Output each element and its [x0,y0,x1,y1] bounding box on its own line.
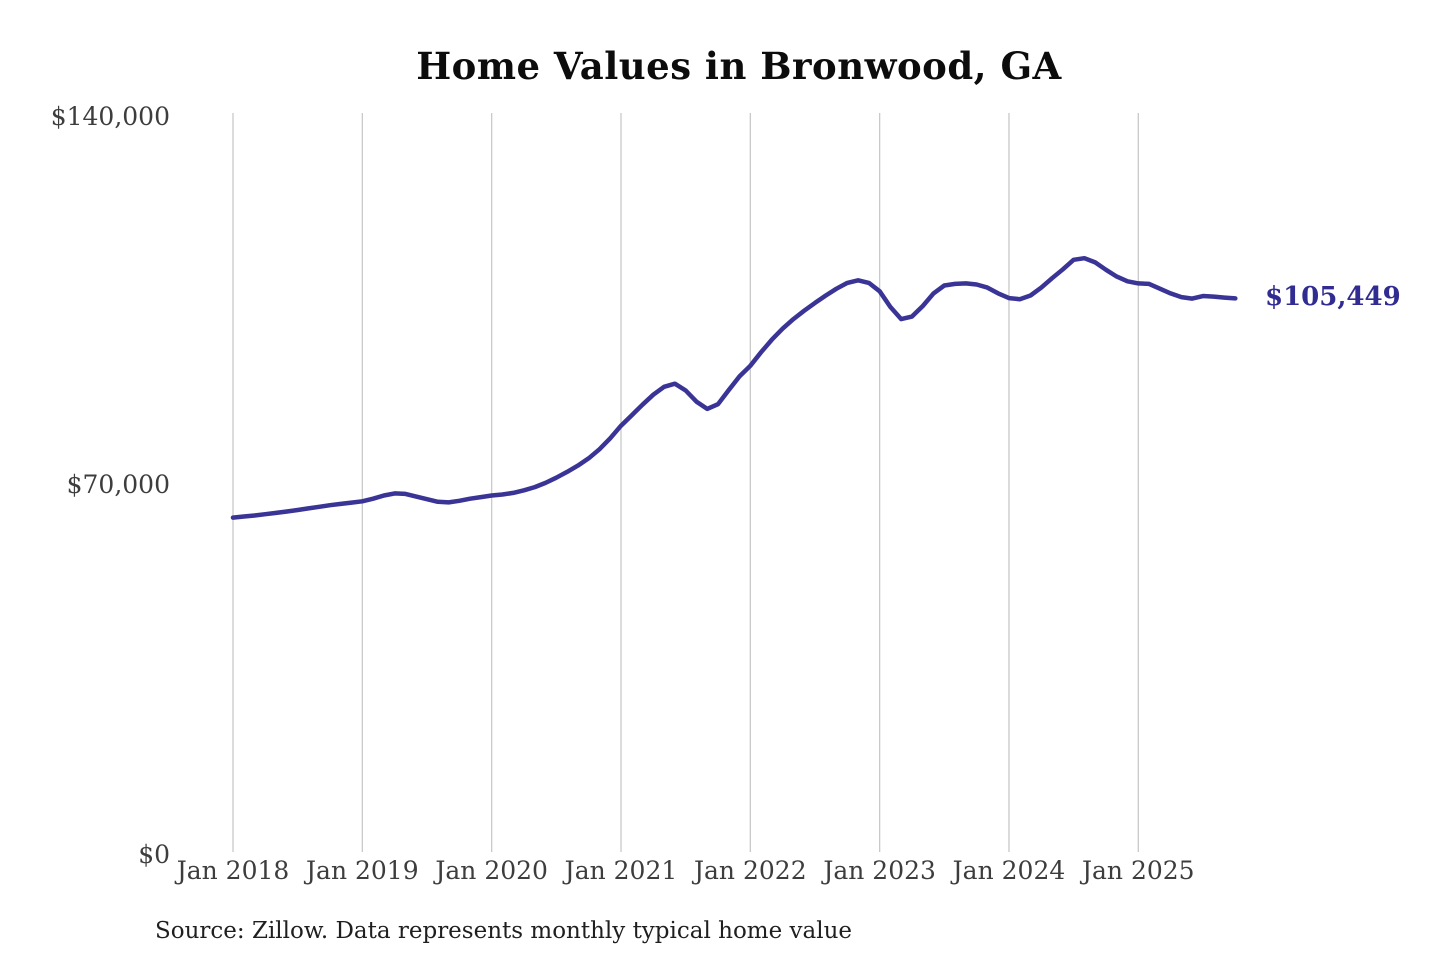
home-value-line-series [230,255,1238,520]
x-axis-tick-label-jan-2025: Jan 2025 [1081,856,1195,885]
x-axis-tick-label-jan-2018: Jan 2018 [176,856,290,885]
x-axis-tick-label-jan-2020: Jan 2020 [435,856,548,885]
x-axis-tick-label-jan-2019: Jan 2019 [306,856,419,885]
y-axis-tick-label-140000: $140,000 [50,102,170,131]
x-axis-tick-label-jan-2024: Jan 2024 [952,856,1066,885]
source-note: Source: Zillow. Data represents monthly … [155,918,853,944]
y-axis-tick-label-70000: $70,000 [66,470,170,499]
x-axis-tick-label-jan-2022: Jan 2022 [694,856,807,885]
y-axis-tick-label-0: $0 [138,840,170,869]
latest-value-label: $105,449 [1265,282,1401,313]
chart-title: Home Values in Bronwood, GA [416,44,1062,88]
x-axis-tick-label-jan-2023: Jan 2023 [823,856,936,885]
x-axis-tick-label-jan-2021: Jan 2021 [564,856,678,885]
